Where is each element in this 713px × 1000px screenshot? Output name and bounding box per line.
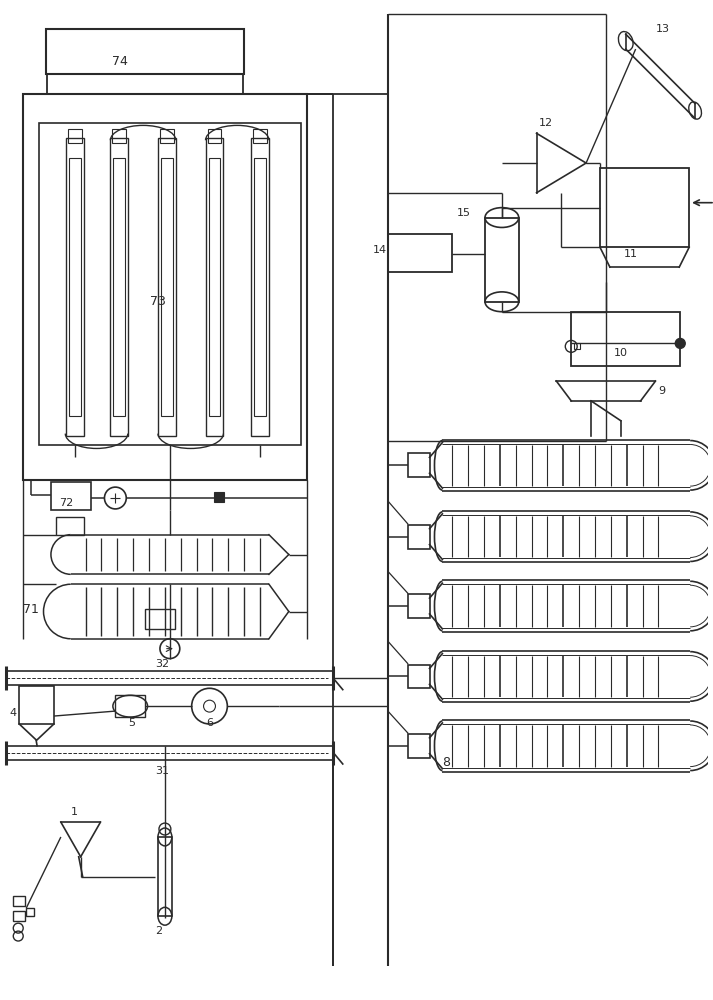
Text: 1: 1 [71,807,78,817]
Bar [113,158,125,416]
Bar [574,343,580,349]
Bar [66,138,83,436]
Bar [26,908,34,916]
Bar [56,517,83,535]
Text: 8: 8 [442,756,451,769]
Bar [207,129,222,143]
Circle shape [675,338,685,348]
Text: 72: 72 [59,498,73,508]
Bar [14,911,25,921]
Text: 12: 12 [538,118,553,128]
Bar [600,168,689,247]
Text: 11: 11 [624,249,637,259]
Bar [68,158,81,416]
Bar [111,138,128,436]
Bar [215,492,225,502]
Bar [158,837,172,916]
Bar [205,138,223,436]
Text: 74: 74 [113,55,128,68]
Bar [51,482,91,510]
Bar [46,29,244,74]
Text: 32: 32 [155,659,169,669]
Bar [19,686,54,724]
Bar [158,138,176,436]
Bar [68,129,82,143]
Bar [161,158,173,416]
Text: 4: 4 [9,708,16,718]
Text: 6: 6 [207,718,213,728]
Bar [485,218,519,302]
Bar [408,665,429,688]
Text: 71: 71 [24,603,39,616]
Bar [571,312,680,366]
Bar [14,896,25,906]
Text: 13: 13 [655,24,670,34]
Bar [113,129,126,143]
Bar [160,129,174,143]
Bar [408,734,429,758]
Text: 2: 2 [155,926,162,936]
Text: 5: 5 [128,718,135,728]
Bar [253,129,267,143]
Bar [116,695,145,717]
Bar [24,94,307,480]
Text: 15: 15 [457,208,471,218]
Bar [408,453,429,477]
Bar [208,158,220,416]
Bar [408,594,429,618]
Bar [388,234,452,272]
Bar [39,123,301,445]
Bar [251,138,269,436]
Text: 14: 14 [373,245,387,255]
Bar [254,158,266,416]
Bar [145,609,175,629]
Text: 9: 9 [658,386,665,396]
Text: 31: 31 [155,766,169,776]
Bar [408,525,429,549]
Text: 73: 73 [150,295,166,308]
Text: 10: 10 [614,348,628,358]
